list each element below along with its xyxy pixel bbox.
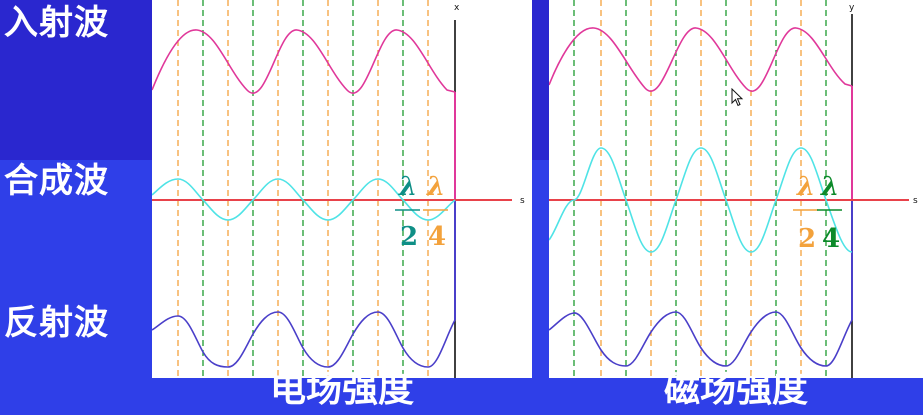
frac-half-denominator: 2 [798, 224, 816, 254]
electric-field-diagram: x s λ 2 λ 4 [152, 0, 525, 378]
axis-label-x: x [454, 3, 460, 13]
dashed-guides [177, 0, 429, 378]
magnetic-field-panel: y s λ 2 λ 4 [549, 0, 923, 378]
label-incident-wave: 入射波 [4, 3, 109, 43]
frac-half-denominator: 2 [400, 222, 418, 252]
frac-half-numerator: λ [398, 172, 417, 202]
axis-label-s: s [520, 196, 525, 206]
reflected-wave [549, 311, 853, 367]
dashed-guides [573, 0, 827, 378]
frac-quarter-denominator: 4 [428, 222, 446, 252]
frac-quarter-numerator: λ [820, 172, 839, 202]
frac-quarter-numerator: λ [426, 172, 445, 202]
incident-wave [549, 27, 853, 92]
combined-wave [549, 147, 853, 253]
magnetic-field-diagram: y s λ 2 λ 4 [549, 0, 918, 378]
frac-half-numerator: λ [796, 172, 815, 202]
axis-label-s: s [913, 196, 918, 206]
reflected-wave [152, 311, 456, 368]
incident-wave [152, 29, 456, 94]
caption-electric-field: 电场强度 [269, 369, 414, 410]
electric-field-panel: x s λ 2 λ 4 [152, 0, 532, 378]
mouse-pointer-icon [731, 88, 744, 107]
label-combined-wave: 合成波 [4, 161, 109, 201]
axis-label-y: y [849, 3, 855, 13]
combined-wave [152, 178, 456, 221]
frac-quarter-denominator: 4 [822, 224, 840, 254]
label-reflected-wave: 反射波 [4, 303, 109, 343]
caption-magnetic-field: 磁场强度 [663, 369, 808, 410]
